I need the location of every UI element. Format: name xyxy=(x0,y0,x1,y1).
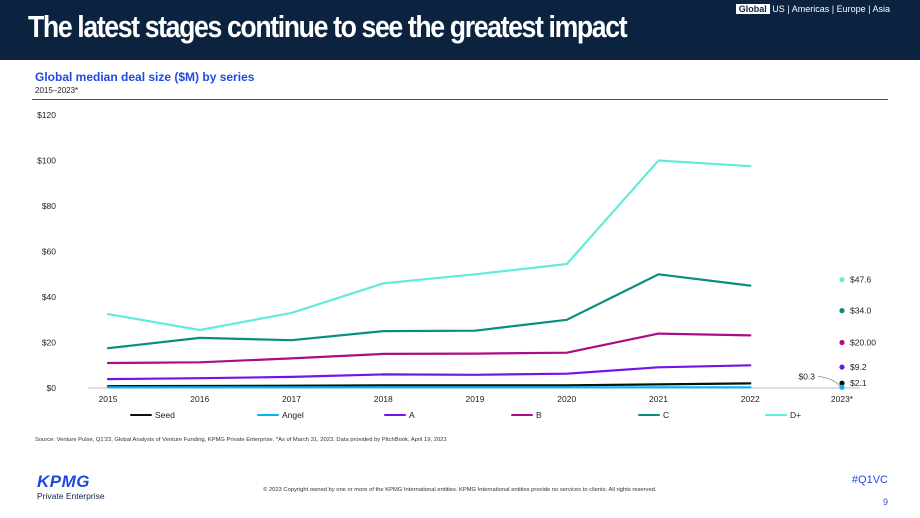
y-tick-label: $60 xyxy=(42,247,56,257)
chart-title: Global median deal size ($M) by series xyxy=(35,70,255,84)
legend-label: Angel xyxy=(282,410,304,420)
legend-label: A xyxy=(409,410,415,420)
legend-swatch xyxy=(257,413,279,417)
kpmg-logo: KPMG Private Enterprise xyxy=(37,472,105,501)
data-label-leader xyxy=(817,375,841,387)
y-tick-label: $100 xyxy=(37,156,56,166)
region-separator: | xyxy=(868,4,871,14)
x-tick-label: 2022 xyxy=(741,394,760,404)
hashtag: #Q1VC xyxy=(851,474,888,486)
legend-swatch xyxy=(384,413,406,417)
region-nav: Global US | Americas | Europe | Asia xyxy=(735,4,890,14)
legend-label: D+ xyxy=(790,410,802,420)
legend-label: Seed xyxy=(155,410,175,420)
logo-wordmark: KPMG xyxy=(37,472,90,491)
point-2023-a xyxy=(839,364,845,370)
point-2023-seed xyxy=(839,380,845,386)
series-line-seed xyxy=(106,382,752,388)
data-label-2023-d: $47.6 xyxy=(850,275,872,285)
series-line-b xyxy=(106,332,752,365)
chart-legend: Seed Angel A B C D+ xyxy=(130,410,830,424)
y-tick-label: $0 xyxy=(47,383,57,393)
data-label-2023-c: $34.0 xyxy=(850,306,872,316)
legend-swatch xyxy=(130,413,152,417)
region-americas-link[interactable]: Americas xyxy=(791,4,830,14)
point-2023-b xyxy=(839,339,845,346)
region-asia-link[interactable]: Asia xyxy=(872,4,890,14)
title-divider xyxy=(32,99,888,100)
legend-swatch xyxy=(638,413,660,417)
point-2023-d xyxy=(839,277,845,283)
x-tick-label: 2018 xyxy=(374,394,393,404)
logo-subtitle: Private Enterprise xyxy=(37,491,105,501)
legend-item-b: B xyxy=(511,410,542,420)
legend-item-d: D+ xyxy=(765,410,801,420)
x-tick-label: 2023* xyxy=(831,394,854,404)
x-tick-label: 2020 xyxy=(557,394,576,404)
y-tick-label: $80 xyxy=(42,201,56,211)
legend-item-a: A xyxy=(384,410,415,420)
page-title: The latest stages continue to see the gr… xyxy=(28,9,628,44)
legend-swatch xyxy=(511,413,533,417)
legend-label: B xyxy=(536,410,542,420)
legend-item-seed: Seed xyxy=(130,410,175,420)
point-2023-c xyxy=(839,308,845,314)
page-number: 9 xyxy=(882,497,888,507)
data-label-2023-angel: $0.3 xyxy=(798,371,815,381)
x-tick-label: 2016 xyxy=(190,394,209,404)
x-tick-label: 2021 xyxy=(649,394,668,404)
copyright-notice: © 2023 Copyright owned by one or more of… xyxy=(263,487,657,493)
y-tick-label: $20 xyxy=(42,338,56,348)
legend-item-angel: Angel xyxy=(257,410,304,420)
region-europe-link[interactable]: Europe xyxy=(836,4,866,14)
y-tick-label: $120 xyxy=(37,110,56,120)
legend-label: C xyxy=(663,410,670,420)
x-tick-label: 2015 xyxy=(99,394,118,404)
source-note: Source: Venture Pulse, Q1'23, Global Ana… xyxy=(35,437,447,443)
region-us-link[interactable]: US xyxy=(772,4,785,14)
x-tick-label: 2019 xyxy=(466,394,485,404)
region-separator: | xyxy=(787,4,790,14)
chart-subtitle: 2015–2023* xyxy=(35,86,79,95)
data-label-2023-a: $9.2 xyxy=(850,362,867,372)
y-tick-label: $40 xyxy=(42,292,56,302)
point-2023-angel xyxy=(839,384,845,390)
legend-item-c: C xyxy=(638,410,669,420)
data-label-2023-b: $20.00 xyxy=(850,338,876,348)
series-line-d xyxy=(106,159,752,332)
x-tick-label: 2017 xyxy=(282,394,301,404)
region-global-tab[interactable]: Global xyxy=(735,4,770,14)
header-bar: The latest stages continue to see the gr… xyxy=(0,0,920,60)
legend-swatch xyxy=(765,413,787,417)
region-separator: | xyxy=(831,4,835,14)
series-line-c xyxy=(106,273,752,350)
data-label-2023-seed: $2.1 xyxy=(850,378,867,388)
series-line-a xyxy=(106,364,752,381)
